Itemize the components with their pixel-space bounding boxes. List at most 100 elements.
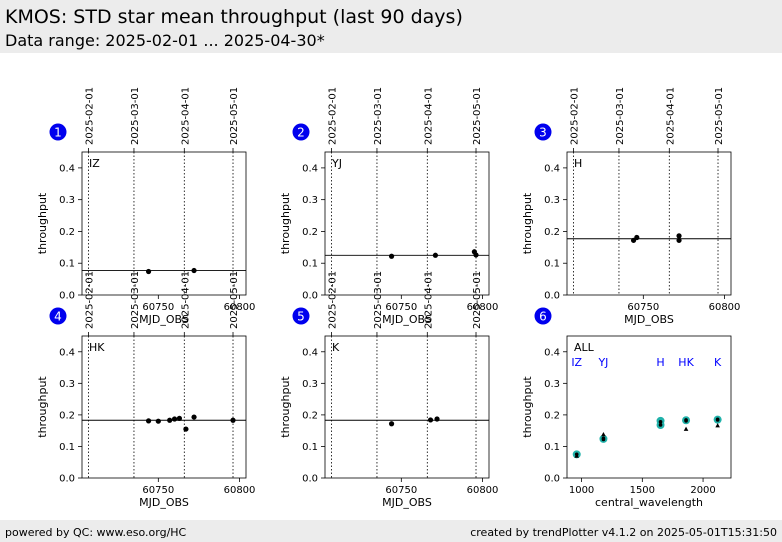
y-tick-label: 0.4 (302, 163, 318, 174)
data-point (171, 416, 178, 422)
panel-4: 2025-02-01 2025-03-01 2025-04-01 2025-05-01… (36, 271, 255, 509)
y-tick-label: 0.1 (302, 259, 318, 270)
y-tick-label: 0.3 (59, 195, 75, 206)
data-point (191, 267, 197, 274)
y-tick-label: 0.1 (59, 442, 75, 453)
y-tick-label: 0.2 (544, 410, 560, 421)
y-axis-label: throughput (36, 376, 49, 438)
y-tick-label: 0.2 (302, 227, 318, 238)
y-tick-label: 0.4 (59, 163, 75, 174)
y-tick-label: 0.0 (59, 474, 75, 485)
y-tick-label: 0.3 (302, 195, 318, 206)
date-tick-label: 2025-03-01 (615, 87, 626, 145)
x-tick-label: 60750 (627, 302, 659, 313)
panel-number: 2 (297, 126, 305, 140)
y-tick-label: 0.4 (544, 347, 560, 358)
band-wavelength-label: H (656, 356, 664, 369)
y-tick-label: 0.2 (544, 227, 560, 238)
y-axis-label: throughput (521, 376, 534, 438)
date-tick-label: 2025-04-01 (665, 87, 676, 145)
data-point (145, 418, 152, 424)
panel-5: 2025-02-01 2025-03-01 2025-04-01 2025-05-01… (279, 271, 498, 509)
y-axis-label: throughput (36, 192, 49, 254)
date-tick-label: 2025-05-01 (472, 271, 483, 329)
data-point (658, 423, 663, 427)
y-tick-label: 0.0 (302, 291, 318, 302)
y-tick-label: 0.1 (302, 442, 318, 453)
x-axis-label: MJD_OBS (139, 313, 189, 326)
data-point (145, 268, 152, 275)
y-tick-label: 0.0 (59, 291, 75, 302)
footer-credit: powered by QC: www.eso.org/HC (5, 526, 187, 539)
x-tick-label: 60800 (224, 485, 256, 496)
date-tick-label: 2025-02-01 (84, 271, 95, 329)
plot-frame (566, 335, 732, 479)
panel-number-badge (49, 307, 67, 325)
triangle-marker (601, 431, 606, 437)
x-tick-label: 60800 (709, 302, 741, 313)
data-point (183, 426, 189, 432)
date-tick-label: 2025-04-01 (180, 87, 191, 145)
panel-number-badge (534, 307, 552, 325)
panel-number: 3 (539, 126, 547, 140)
plot-frame (81, 335, 247, 479)
x-tick-label: 60750 (142, 485, 174, 496)
x-axis-label: MJD_OBS (139, 496, 189, 509)
y-tick-label: 0.4 (544, 163, 560, 174)
date-tick-label: 2025-03-01 (373, 271, 384, 329)
data-point (167, 417, 173, 423)
band-wavelength-label: YJ (597, 356, 608, 369)
data-point (473, 252, 479, 258)
band-label: IZ (89, 157, 100, 170)
data-point (676, 233, 682, 239)
x-tick-label: 60800 (467, 485, 499, 496)
x-tick-label: 60750 (385, 485, 417, 496)
band-wavelength-label: IZ (571, 356, 582, 369)
data-point (388, 421, 395, 427)
x-tick-label: 60800 (224, 302, 256, 313)
data-point (230, 417, 236, 423)
band-label: ALL (574, 341, 595, 354)
panel-1: 2025-02-01 2025-03-01 2025-04-01 2025-05-01… (36, 87, 255, 326)
plot-frame (324, 151, 490, 296)
data-point (191, 414, 197, 420)
plot-frame (81, 151, 247, 296)
data-point (155, 418, 161, 424)
panel-number-badge (292, 123, 310, 141)
page-footer: powered by QC: www.eso.org/HC created by… (0, 520, 782, 542)
x-axis-label: MJD_OBS (624, 313, 674, 326)
y-tick-label: 0.3 (544, 379, 560, 390)
x-tick-label: 1500 (630, 485, 655, 496)
x-axis-label: MJD_OBS (382, 313, 432, 326)
y-tick-label: 0.2 (302, 410, 318, 421)
date-tick-label: 2025-04-01 (180, 271, 191, 329)
date-tick-label: 2025-05-01 (714, 87, 725, 145)
panel-number-badge (534, 123, 552, 141)
y-tick-label: 0.1 (544, 442, 560, 453)
page-header: KMOS: STD star mean throughput (last 90 … (0, 0, 782, 53)
data-point (715, 418, 720, 422)
x-axis-label: MJD_OBS (382, 496, 432, 509)
plot-frame (566, 151, 732, 296)
triangle-marker (683, 426, 689, 431)
date-tick-label: 2025-02-01 (327, 271, 338, 329)
data-range-subtitle: Data range: 2025-02-01 ... 2025-04-30* (5, 31, 325, 50)
date-tick-label: 2025-03-01 (130, 87, 141, 145)
band-label: H (574, 157, 582, 170)
date-tick-label: 2025-05-01 (229, 87, 240, 145)
band-wavelength-label: HK (678, 356, 694, 369)
band-label: YJ (331, 157, 342, 170)
page-title: KMOS: STD star mean throughput (last 90 … (5, 6, 463, 28)
panel-number: 6 (539, 310, 547, 324)
panel-number-badge (292, 307, 310, 325)
data-point (601, 436, 606, 441)
panel-number: 4 (54, 310, 62, 324)
data-point (658, 420, 663, 424)
y-tick-label: 0.1 (544, 259, 560, 270)
data-point (676, 237, 682, 243)
y-tick-label: 0.3 (302, 379, 318, 390)
plot-frame (324, 335, 490, 479)
panel-6: 0.0 0.1 0.2 0.3 0.4 1000 1500 2000central_wavel… (521, 307, 732, 509)
y-axis-label: throughput (279, 376, 292, 438)
y-tick-label: 0.0 (544, 291, 560, 302)
